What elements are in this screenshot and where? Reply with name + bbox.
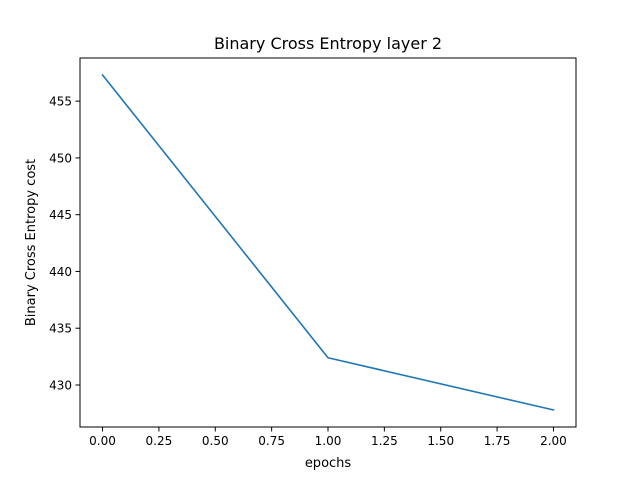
y-tick-label: 450 [49,151,72,165]
series-layer [101,73,555,411]
y-tick-label: 445 [49,208,72,222]
x-tick-label: 0.50 [202,434,229,448]
x-tick-label: 1.50 [427,434,454,448]
x-tick-label: 1.25 [371,434,398,448]
y-tick-label: 430 [49,378,72,392]
chart-title: Binary Cross Entropy layer 2 [214,34,442,53]
x-axis-label: epochs [305,456,352,471]
series-line [101,73,555,411]
x-tick-label: 0.75 [258,434,285,448]
x-tick-label: 2.00 [540,434,567,448]
y-axis-ticks: 430 435 440 445 450 455 [49,95,80,392]
x-axis-ticks: 0.00 0.25 0.50 0.75 1.00 1.25 1.50 1.75 2.00 [89,427,567,448]
x-tick-label: 1.00 [315,434,342,448]
y-axis-label: Binary Cross Entropy cost [24,159,39,326]
x-tick-label: 0.00 [89,434,116,448]
x-tick-label: 0.25 [146,434,173,448]
y-tick-label: 435 [49,322,72,336]
y-tick-label: 440 [49,265,72,279]
x-tick-label: 1.75 [484,434,511,448]
y-tick-label: 455 [49,95,72,109]
